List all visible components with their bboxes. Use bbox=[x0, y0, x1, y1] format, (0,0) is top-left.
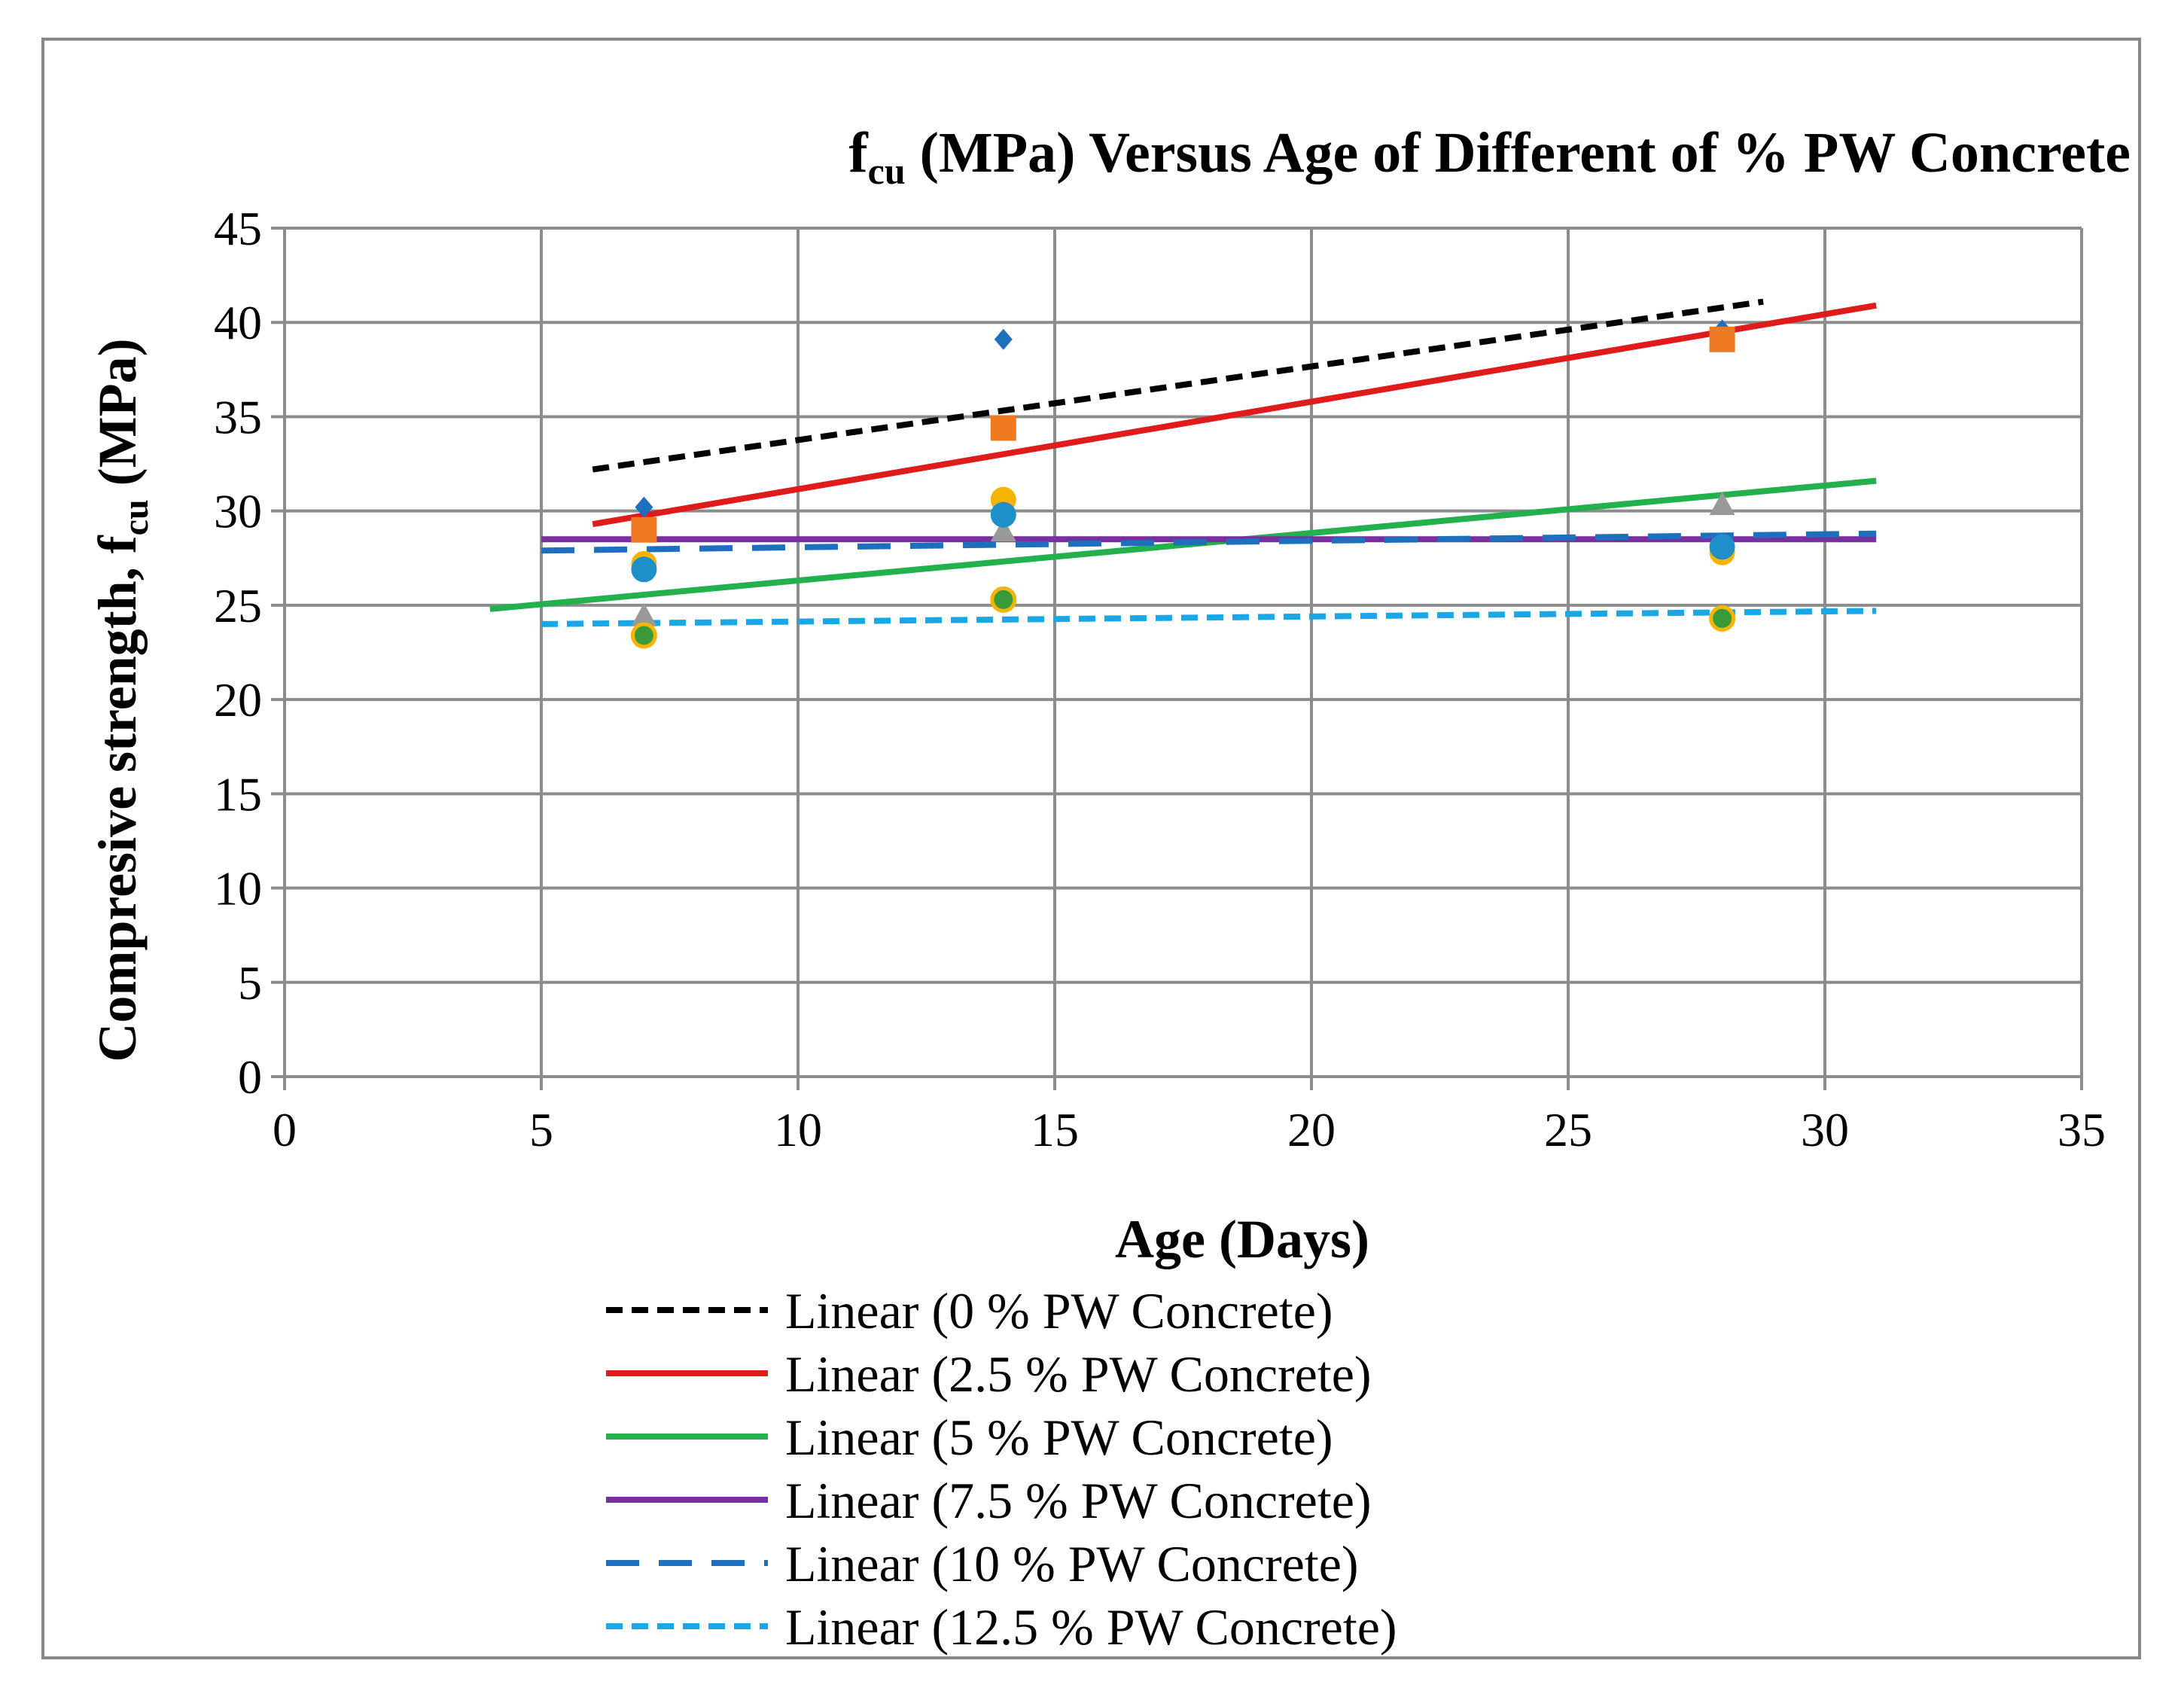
data-point bbox=[631, 516, 657, 543]
x-tick-label: 10 bbox=[774, 1103, 822, 1156]
trendline bbox=[592, 298, 1764, 473]
x-tick-label: 15 bbox=[1031, 1103, 1079, 1156]
trendline bbox=[592, 302, 1877, 528]
x-axis-title: Age (Days) bbox=[1115, 1209, 1369, 1269]
x-tick-labels: 0 5 10 15 20 25 30 35 bbox=[273, 1103, 2106, 1156]
legend-label: Linear (0 % PW Concrete) bbox=[785, 1282, 1333, 1339]
legend-label: Linear (12.5 % PW Concrete) bbox=[785, 1598, 1397, 1656]
data-point bbox=[990, 518, 1016, 542]
y-tick-label: 20 bbox=[214, 673, 262, 727]
data-markers bbox=[630, 319, 1736, 649]
chart-title: fcu (MPa) Versus Age of Different of % P… bbox=[848, 121, 2131, 192]
trendline bbox=[541, 530, 1877, 554]
x-tick-label: 35 bbox=[2058, 1103, 2106, 1156]
data-point bbox=[630, 622, 657, 649]
data-point bbox=[631, 602, 657, 626]
y-tick-label: 25 bbox=[214, 579, 262, 632]
legend-label: Linear (5 % PW Concrete) bbox=[785, 1409, 1333, 1466]
data-point bbox=[1709, 326, 1735, 352]
trendline bbox=[541, 608, 1877, 627]
y-tick-label: 0 bbox=[238, 1050, 262, 1104]
y-tick-labels: 0 5 10 15 20 25 30 35 40 45 bbox=[214, 202, 262, 1104]
legend-label: Linear (7.5 % PW Concrete) bbox=[785, 1472, 1372, 1529]
x-tick-label: 5 bbox=[529, 1103, 553, 1156]
y-axis-title: Compresive strength, fcu (MPa) bbox=[87, 338, 156, 1062]
x-tick-label: 25 bbox=[1544, 1103, 1592, 1156]
y-tick-label: 15 bbox=[214, 767, 262, 821]
legend-label: Linear (10 % PW Concrete) bbox=[785, 1535, 1359, 1592]
data-point bbox=[994, 328, 1013, 350]
data-point bbox=[990, 586, 1017, 613]
y-tick-label: 30 bbox=[214, 485, 262, 538]
x-tick-label: 20 bbox=[1287, 1103, 1336, 1156]
data-point bbox=[631, 556, 657, 583]
x-tick-label: 30 bbox=[1801, 1103, 1849, 1156]
y-tick-label: 5 bbox=[238, 956, 262, 1010]
y-tick-label: 10 bbox=[214, 862, 262, 916]
data-point bbox=[990, 501, 1016, 528]
y-tick-label: 40 bbox=[214, 296, 262, 349]
legend: Linear (0 % PW Concrete) Linear (2.5 % PW… bbox=[606, 1282, 1397, 1656]
data-point bbox=[1709, 605, 1736, 632]
y-tick-label: 35 bbox=[214, 390, 262, 443]
data-point bbox=[1709, 492, 1735, 516]
trendlines bbox=[489, 298, 1877, 627]
data-point bbox=[635, 496, 653, 518]
legend-label: Linear (2.5 % PW Concrete) bbox=[785, 1345, 1372, 1403]
y-tick-label: 45 bbox=[214, 202, 262, 255]
data-point bbox=[1709, 534, 1735, 560]
x-tick-label: 0 bbox=[273, 1103, 297, 1156]
gridlines bbox=[285, 227, 2083, 1077]
axes bbox=[271, 227, 2083, 1090]
chart-frame bbox=[41, 38, 2141, 1659]
data-point bbox=[990, 415, 1016, 441]
